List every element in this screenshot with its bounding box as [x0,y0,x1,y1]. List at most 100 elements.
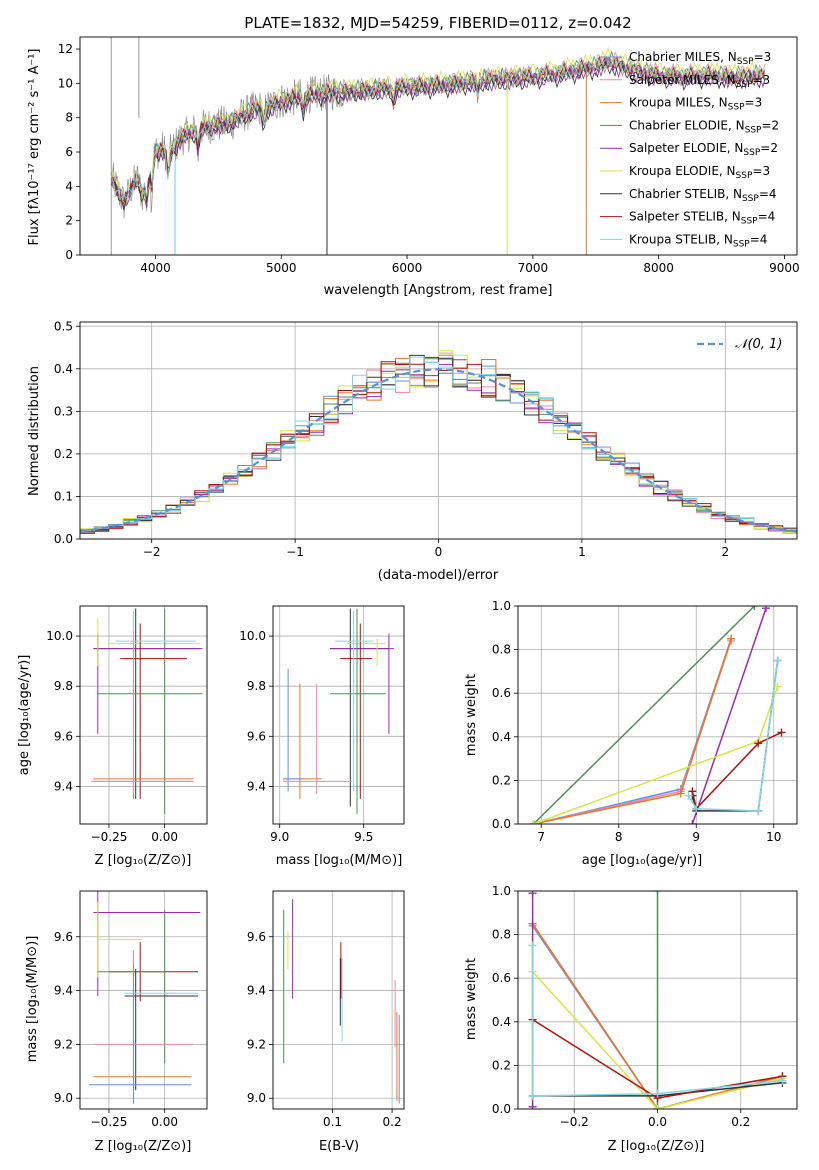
age-z-xtick-label: 0.00 [151,830,178,844]
spectrum-ylabel: Flux [fλ10⁻¹⁷ erg cm⁻² s⁻¹ A⁻¹] [27,49,42,246]
residual-histogram-kroupa_stelib [80,356,797,536]
mw-z-frame [517,890,798,1110]
residual-xlabel: (data-model)/error [378,568,499,583]
residuals-xtick-label: 0 [435,545,443,559]
mw-age-ytick-label: 0.6 [492,686,511,700]
mw-age-ytick-label: 0.8 [492,643,511,657]
legend-tail: =4 [759,187,777,201]
age-mass-xlabel: mass [log₁₀(M/M⊙)] [276,853,403,868]
mw-z-ytick-label: 1.0 [492,884,511,898]
spectrum-xtick-label: 5000 [266,261,297,275]
mass-weight-z-marker-kroupa_elodie [653,1105,662,1109]
spectrum-xtick-label: 7000 [518,261,549,275]
legend-subscript: SSP [736,80,753,90]
spectrum-frame [79,36,798,256]
legend-label-kroupa_stelib: Kroupa STELIB, NSSP=4 [629,232,767,249]
legend-subscript: SSP [742,194,759,204]
mw-z-xtick-label: 0.0 [648,1115,667,1129]
mw-z-xtick-label: −0.2 [560,1115,589,1129]
mass-z-ytick-label: 9.4 [54,984,73,998]
legend-label-salpeter_elodie: Salpeter ELODIE, NSSP=2 [629,141,778,158]
mw-z-ytick-label: 0.6 [492,971,511,985]
age-mass-ytick-label: 9.4 [247,779,266,793]
residual-histogram-salpeter_stelib [80,356,797,534]
mass-weight-age-marker-salpeter_stelib [754,739,763,748]
legend-subscript: SSP [743,148,760,158]
mw-age-plot-area [529,606,786,824]
spectrum-ytick-label: 2 [65,214,73,228]
mass-weight-age-line-chabrier_elodie [532,606,755,824]
residuals-frame [79,321,798,540]
mass-weight-z-marker-chabrier_elodie [653,891,662,895]
residuals-ytick-label: 0.4 [54,362,73,376]
mass-z-ytick-label: 9.0 [54,1091,73,1105]
mass-weight-z-marker-kroupa_stelib [528,1091,537,1100]
age-z-plot-area [91,608,203,814]
mass-ebv-xtick-label: 0.1 [323,1115,342,1129]
mass-z-xtick-label: 0.00 [151,1115,178,1129]
mass-z-xtick-label: −0.25 [91,1115,128,1129]
spectrum-ytick-label: 12 [58,42,73,56]
spectrum-xtick-label: 6000 [392,261,423,275]
legend-tail: =3 [745,96,763,110]
mw-z-ytick-label: 0.2 [492,1058,511,1072]
mass-weight-z-marker-kroupa_stelib [528,941,537,950]
legend-subscript: SSP [733,239,750,249]
mass-weight-age-line-salpeter_elodie [691,607,767,824]
legend-label-normal: 𝒩(0, 1) [735,337,782,352]
mass-z-ytick-label: 9.2 [54,1037,73,1051]
mass-weight-age-marker-kroupa_stelib [754,806,763,815]
mw-z-ylabel: mass weight [464,958,479,1040]
legend-subscript: SSP [728,103,745,113]
residuals-ytick-label: 0.3 [54,404,73,418]
age-mass-ytick-label: 10.0 [239,629,266,643]
age-z-xtick-label: −0.25 [91,830,128,844]
legend-tail: =4 [758,210,776,224]
age-mass-ytick-label: 9.6 [247,729,266,743]
legend-subscript: SSP [737,57,754,67]
residual-ylabel: Normed distribution [27,366,42,496]
mass-z-xlabel: Z [log₁₀(Z/Z⊙)] [95,1139,192,1154]
mass-ebv-ytick-label: 9.0 [247,1091,266,1105]
mass-weight-z-marker-salpeter_elodie [528,1102,537,1109]
mw-age-ytick-label: 0.2 [492,773,511,787]
mass-weight-age-line-salpeter_stelib [691,731,782,811]
figure-title: PLATE=1832, MJD=54259, FIBERID=0112, z=0… [244,14,631,32]
mw-z-ytick-label: 0.0 [492,1102,511,1116]
mass-ebv-frame [272,890,405,1110]
normal-pdf-curve [80,368,797,533]
mass-ebv-xtick-label: 0.2 [383,1115,402,1129]
mass-ebv-xlabel: E(B-V) [319,1139,359,1154]
mass-ebv-ytick-label: 9.4 [247,984,266,998]
spectrum-ytick-label: 0 [65,248,73,262]
age-mass-ytick-label: 9.8 [247,679,266,693]
mass-weight-age-marker-kroupa_miles [676,789,685,798]
spectrum-ytick-label: 10 [58,76,73,90]
legend-subscript: SSP [736,171,753,181]
spectrum-ytick-label: 4 [65,179,73,193]
model-spectrum-chabrier_stelib [111,60,766,211]
mass-z-plot-area [88,891,201,1104]
residuals-xtick-label: −1 [286,545,304,559]
mass-weight-age-marker-chabrier_elodie [750,606,759,610]
residuals-ytick-label: 0.1 [54,489,73,503]
legend-subscript: SSP [741,217,758,227]
spectrum-ytick-label: 8 [65,111,73,125]
mass-weight-z-marker-salpeter_elodie [528,891,537,898]
legend-label-chabrier_elodie: Chabrier ELODIE, NSSP=2 [629,118,779,135]
mass-ebv-ytick-label: 9.6 [247,930,266,944]
model-spectrum-kroupa_stelib [111,56,765,199]
residuals-ytick-label: 0.5 [54,319,73,333]
legend-label-chabrier_stelib: Chabrier STELIB, NSSP=4 [629,187,777,204]
mass-ebv-ytick-label: 9.2 [247,1037,266,1051]
mw-age-ytick-label: 0.4 [492,730,511,744]
mw-age-xtick-label: 10 [766,830,781,844]
mass-weight-z-line-kroupa_stelib [531,945,783,1097]
legend-tail: =3 [752,164,770,178]
mass-z-ylabel: mass [log₁₀(M/M⊙)] [25,936,40,1063]
mass-weight-age-marker-kroupa_stelib [773,656,782,665]
age-z-frame [79,605,208,825]
age-z-xlabel: Z [log₁₀(Z/Z⊙)] [95,853,192,868]
mass-weight-age-marker-salpeter_stelib [688,787,697,796]
mw-age-xtick-label: 8 [615,830,623,844]
